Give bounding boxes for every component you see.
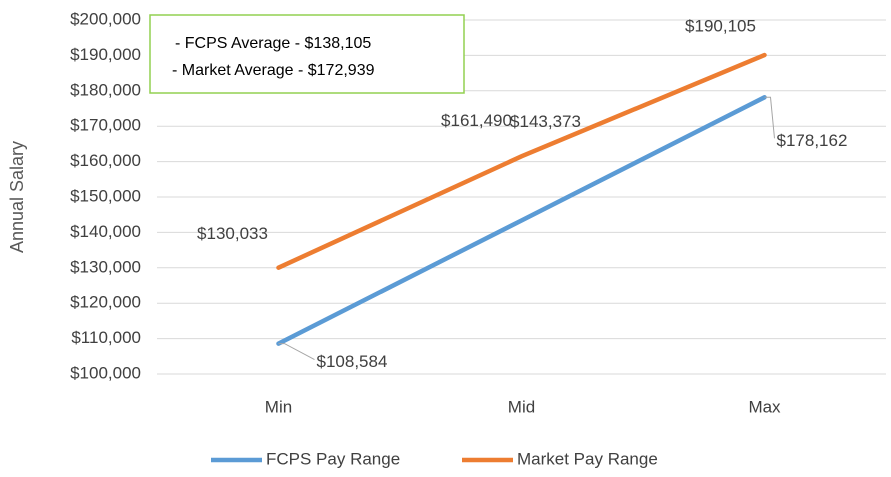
leader-line bbox=[278, 343, 315, 361]
x-tick-label: Min bbox=[265, 397, 292, 416]
data-label: $190,105 bbox=[685, 17, 756, 36]
annotation-box bbox=[149, 14, 465, 94]
leader-line bbox=[764, 96, 775, 139]
y-tick-label: $180,000 bbox=[70, 80, 141, 99]
y-tick-label: $140,000 bbox=[70, 222, 141, 241]
y-tick-label: $150,000 bbox=[70, 186, 141, 205]
data-label: $143,373 bbox=[510, 112, 581, 131]
y-tick-label: $110,000 bbox=[71, 328, 141, 347]
y-tick-label: $170,000 bbox=[70, 116, 141, 135]
data-label: $130,033 bbox=[197, 224, 268, 243]
y-tick-label: $160,000 bbox=[70, 151, 141, 170]
annotation: - FCPS Average - $138,105 bbox=[175, 35, 371, 52]
y-tick-label: $190,000 bbox=[70, 45, 141, 64]
data-label: $108,584 bbox=[317, 352, 388, 371]
x-tick-label: Mid bbox=[508, 397, 535, 416]
series-line bbox=[276, 52, 767, 270]
y-tick-label: $100,000 bbox=[70, 363, 141, 382]
data-label: $178,162 bbox=[777, 131, 848, 150]
legend-label: Market Pay Range bbox=[517, 449, 658, 468]
legend-label: FCPS Pay Range bbox=[266, 449, 400, 468]
data-label: $161,490 bbox=[441, 111, 512, 130]
annotation: - Market Average - $172,939 bbox=[172, 62, 375, 79]
series-line bbox=[276, 95, 767, 346]
y-tick-label: $120,000 bbox=[70, 293, 141, 312]
y-axis-label: Annual Salary bbox=[7, 141, 27, 253]
y-tick-label: $130,000 bbox=[70, 257, 141, 276]
y-tick-label: $200,000 bbox=[70, 9, 141, 28]
x-tick-label: Max bbox=[748, 397, 781, 416]
